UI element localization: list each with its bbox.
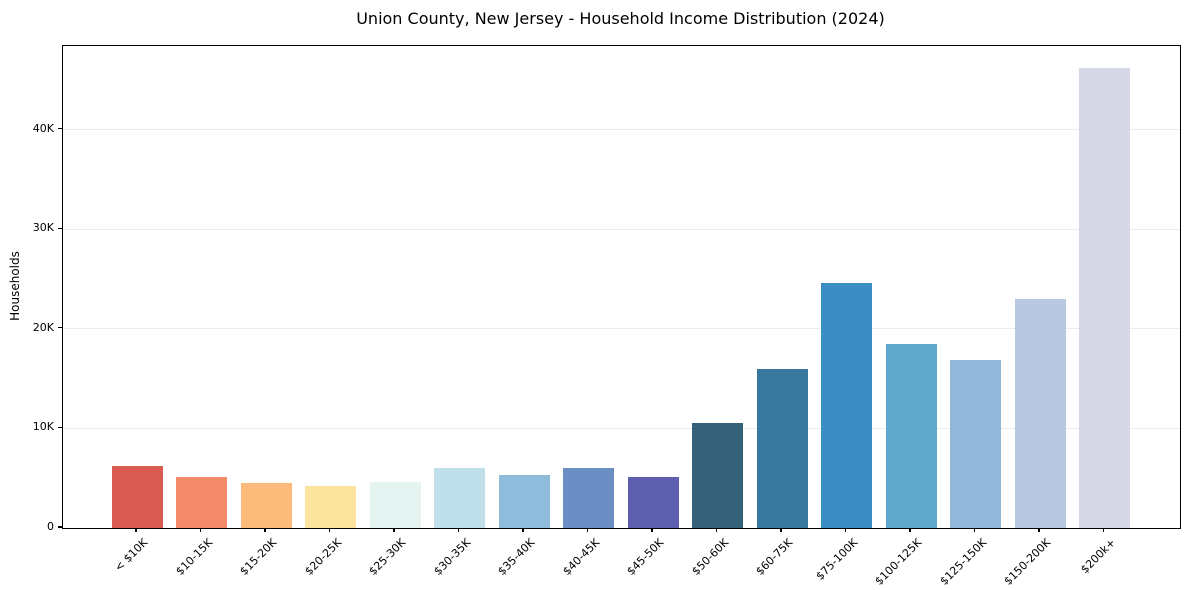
gridline bbox=[63, 129, 1180, 131]
x-tick-mark bbox=[522, 528, 524, 533]
x-tick-mark bbox=[457, 528, 460, 533]
bar-30-35k bbox=[434, 468, 485, 528]
x-tick-mark bbox=[264, 528, 266, 533]
y-axis-label: Households bbox=[8, 251, 22, 321]
bar-200k bbox=[1079, 68, 1130, 528]
x-tick-label: < $10K bbox=[112, 536, 151, 575]
y-tick-label: 30K bbox=[32, 221, 54, 235]
y-tick-mark bbox=[58, 526, 62, 528]
x-tick-mark bbox=[909, 528, 911, 533]
y-tick-label: 10K bbox=[32, 420, 54, 434]
gridline bbox=[63, 228, 1180, 230]
bar-25-30k bbox=[369, 481, 421, 528]
bar-15-20k bbox=[240, 483, 292, 528]
plot-area bbox=[62, 45, 1181, 529]
x-tick-mark bbox=[199, 528, 202, 533]
bar-20-25k bbox=[305, 486, 356, 528]
bar-40-45k bbox=[563, 467, 614, 528]
bar-150-200k bbox=[1014, 298, 1066, 528]
y-tick-mark bbox=[58, 327, 62, 329]
x-tick-mark bbox=[973, 528, 976, 533]
bar-10k bbox=[111, 466, 163, 528]
x-tick-mark bbox=[586, 528, 589, 533]
bar-35-40k bbox=[498, 474, 550, 528]
bar-60-75k bbox=[756, 368, 808, 528]
x-tick-mark bbox=[328, 528, 331, 533]
x-tick-mark bbox=[1102, 528, 1105, 533]
x-tick-mark bbox=[1038, 528, 1040, 533]
y-tick-mark bbox=[58, 128, 62, 130]
x-tick-mark bbox=[844, 528, 847, 533]
y-tick-label: 40K bbox=[32, 121, 54, 135]
chart-title: Union County, New Jersey - Household Inc… bbox=[356, 9, 885, 28]
x-tick-mark bbox=[135, 528, 137, 533]
gridline bbox=[63, 427, 1180, 429]
x-tick-mark bbox=[393, 528, 395, 533]
x-tick-mark bbox=[651, 528, 653, 533]
y-tick-mark bbox=[58, 426, 62, 428]
bar-45-50k bbox=[627, 477, 679, 528]
gridline bbox=[63, 328, 1180, 330]
x-tick-mark bbox=[715, 528, 718, 533]
y-tick-label: 20K bbox=[32, 320, 54, 334]
bar-50-60k bbox=[692, 422, 743, 528]
x-tick-mark bbox=[780, 528, 782, 533]
bar-10-15k bbox=[176, 477, 227, 528]
bar-125-150k bbox=[950, 359, 1001, 528]
y-tick-label: 0 bbox=[47, 520, 54, 533]
bar-75-100k bbox=[821, 282, 872, 528]
bar-100-125k bbox=[885, 343, 937, 528]
y-tick-mark bbox=[58, 227, 62, 229]
